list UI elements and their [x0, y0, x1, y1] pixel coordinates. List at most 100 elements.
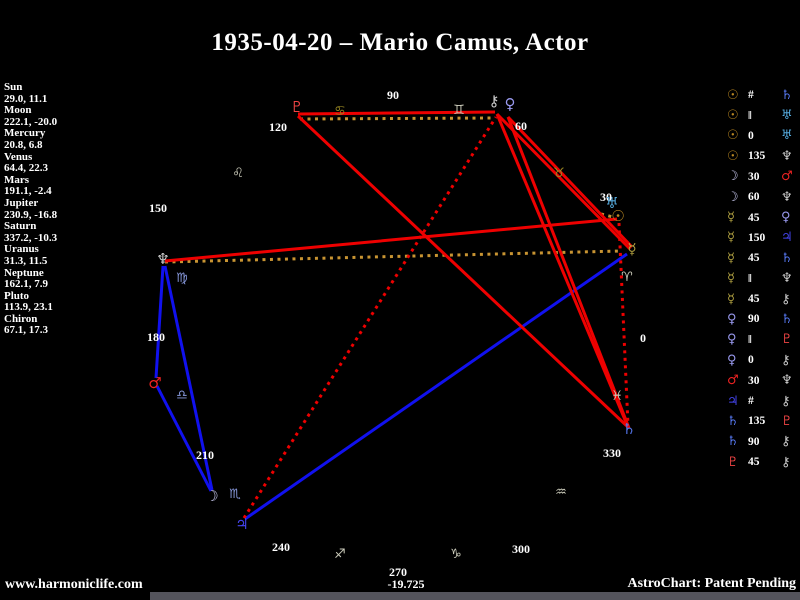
aspect-value: 90 [748, 435, 760, 448]
degree-label-0: 0 [640, 331, 646, 345]
aspect-value: 60 [748, 191, 760, 204]
zodiac-libra-icon: ♎ [176, 388, 188, 403]
aspect-row: ☿ 45 ♀ [727, 207, 799, 227]
chiron-glyph-icon: ⚷ [781, 434, 791, 450]
position-values-mercury: 20.8, 6.8 [4, 138, 43, 151]
aspect-line-neptune-sun [164, 217, 618, 263]
page-title: 1935-04-20 – Mario Camus, Actor [211, 29, 589, 56]
aspect-line-venus-saturn [506, 116, 631, 429]
position-values-sun: 29.0, 11.1 [4, 92, 48, 105]
position-values-uranus: 31.3, 11.5 [4, 254, 48, 267]
saturn-glyph-icon: ♄ [781, 311, 793, 327]
position-values-venus: 64.4, 22.3 [4, 162, 48, 175]
position-name-jupiter: Jupiter [4, 196, 39, 209]
chiron-glyph-icon: ⚷ [781, 352, 791, 368]
sun-glyph-icon: ☉ [727, 87, 739, 103]
uranus-glyph-icon: ♅ [781, 108, 793, 124]
zodiac-scorpio-icon: ♏ [229, 487, 241, 502]
aspect-value: 135 [748, 415, 766, 428]
aspect-value: ‖ [748, 272, 752, 285]
degree-label-30: 30 [600, 190, 612, 204]
position-values-neptune: 162.1, 7.9 [4, 278, 48, 291]
aspect-row: ☿ 45 ♄ [727, 248, 799, 268]
zodiac-taurus-icon: ♉ [553, 166, 565, 181]
zodiac-sagittarius-icon: ♐ [334, 547, 346, 562]
aspect-row: ♀ 0 ⚷ [727, 350, 799, 370]
planet-glyph-neptune[interactable]: ♆ [156, 250, 169, 268]
jupiter-glyph-icon: ♃ [781, 230, 793, 246]
saturn-glyph-icon: ♄ [727, 434, 739, 450]
planet-glyph-sun[interactable]: ☉ [611, 207, 624, 225]
planet-glyph-mars[interactable]: ♂ [148, 374, 161, 392]
degree-label-180: 180 [147, 330, 165, 344]
position-values-saturn: 337.2, -10.3 [4, 231, 58, 244]
planet-glyph-mercury[interactable]: ☿ [627, 240, 636, 258]
zodiac-pisces-icon: ♓ [611, 389, 623, 404]
position-name-sun: Sun [4, 81, 23, 93]
aspect-line-neptune-mercury [164, 249, 622, 264]
sun-glyph-icon: ☉ [727, 148, 739, 164]
position-values-chiron: 67.1, 17.3 [4, 324, 48, 337]
venus-glyph-icon: ♀ [781, 210, 791, 226]
aspect-value: ‖ [748, 333, 752, 346]
degree-label-240: 240 [272, 540, 290, 554]
aspect-value: 45 [748, 252, 760, 265]
aspect-row: ☽ 30 ♂ [727, 167, 799, 187]
aspect-row: ☉ 0 ♅ [727, 126, 799, 146]
status-text: AstroChart: Patent Pending [627, 576, 796, 591]
moon-glyph-icon: ☽ [727, 189, 739, 205]
neptune-glyph-icon: ♆ [781, 373, 793, 389]
aspect-row: ♇ 45 ⚷ [727, 452, 799, 472]
aspect-value: 0 [748, 354, 754, 367]
planet-glyph-saturn[interactable]: ♄ [622, 420, 635, 438]
position-name-chiron: Chiron [4, 312, 38, 325]
pluto-glyph-icon: ♇ [781, 413, 793, 429]
aspect-value: 45 [748, 293, 760, 306]
aspect-line-mercury-jupiter [244, 252, 628, 521]
position-values-pluto: 113.9, 23.1 [4, 301, 53, 314]
pluto-glyph-icon: ♇ [781, 332, 793, 348]
aspect-value: # [748, 395, 754, 408]
planet-glyph-chiron[interactable]: ⚷ [489, 92, 500, 110]
neptune-glyph-icon: ♆ [781, 271, 793, 287]
website-link[interactable]: www.harmoniclife.com [5, 577, 143, 592]
planet-glyph-uranus[interactable]: ♅ [605, 194, 618, 212]
jupiter-glyph-icon: ♃ [727, 393, 739, 409]
degree-label-210: 210 [196, 448, 214, 462]
aspect-line-pluto-venus [299, 116, 493, 121]
zodiac-aquarius-icon: ♒ [555, 485, 567, 500]
mercury-glyph-icon: ☿ [727, 291, 735, 307]
aspect-line-neptune-moon [163, 265, 214, 491]
venus-glyph-icon: ♀ [727, 332, 737, 348]
degree-label-270: 270 [389, 565, 407, 579]
aspect-row: ♀ ‖ ♇ [727, 330, 799, 350]
aspect-line-pluto-chiron [297, 110, 496, 116]
zodiac-cancer-icon: ♋ [334, 104, 346, 119]
planet-glyph-jupiter[interactable]: ♃ [235, 515, 248, 533]
planet-glyph-moon[interactable]: ☽ [205, 487, 218, 505]
aspect-value: 135 [748, 150, 766, 163]
zodiac-virgo-icon: ♍ [176, 271, 188, 286]
zodiac-aries-icon: ♈ [621, 270, 633, 285]
aspect-value: 90 [748, 313, 760, 326]
position-name-moon: Moon [4, 104, 32, 117]
chiron-glyph-icon: ⚷ [781, 291, 791, 307]
aspect-value: 30 [748, 170, 760, 183]
position-name-mercury: Mercury [4, 127, 46, 140]
degree-label-60: 60 [515, 119, 527, 133]
aspect-value: # [748, 89, 754, 102]
zodiac-capricorn-icon: ♑ [450, 547, 462, 562]
position-name-saturn: Saturn [4, 220, 37, 233]
planet-positions-panel: Sun 29.0, 11.1 Moon 222.1, -20.0 Mercury 20.8… [4, 81, 58, 337]
planet-glyph-venus[interactable]: ♀ [505, 95, 516, 113]
degree-label-120: 120 [269, 120, 287, 134]
aspect-row: ☿ 150 ♃ [727, 228, 799, 248]
planet-glyph-pluto[interactable]: ♇ [290, 98, 303, 116]
aspect-line-pluto-saturn [296, 114, 631, 430]
chiron-glyph-icon: ⚷ [781, 393, 791, 409]
aspect-line-venus-mercury [506, 115, 634, 249]
aspect-line-neptune-mars [154, 265, 165, 379]
degree-label-330: 330 [603, 446, 621, 460]
aspect-line-mars-moon [155, 385, 213, 492]
